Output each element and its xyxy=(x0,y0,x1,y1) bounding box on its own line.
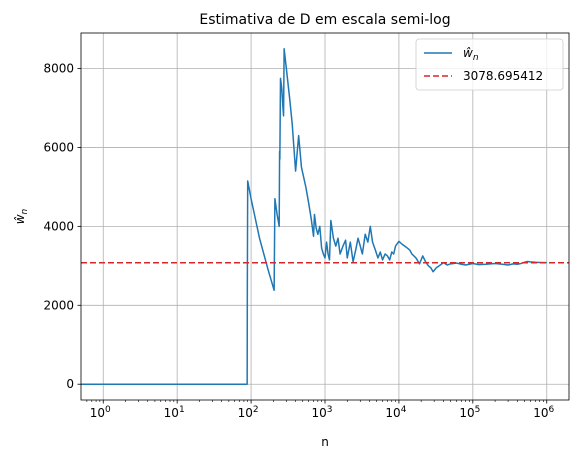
y-axis-label: ŵn xyxy=(13,208,30,224)
x-tick-base: 10 xyxy=(90,406,105,420)
chart-title: Estimativa de D em escala semi-log xyxy=(199,12,450,28)
legend-label: ŵn xyxy=(463,46,479,63)
legend-box xyxy=(415,38,564,91)
legend-label-sub: n xyxy=(473,53,479,63)
plot-series xyxy=(81,48,569,385)
x-tick-label: 104 xyxy=(385,405,406,420)
x-tick-label: 101 xyxy=(164,405,185,420)
x-tick-exp: 6 xyxy=(549,405,555,415)
x-tick-exp: 2 xyxy=(253,405,259,415)
legend-label-main: ŵ xyxy=(463,46,473,60)
legend-label-main: 3078.695412 xyxy=(463,69,543,83)
y-tick-label: 0 xyxy=(66,377,74,391)
x-tick-label: 103 xyxy=(311,405,332,420)
series-line-w-hat xyxy=(81,48,547,385)
x-tick-label: 102 xyxy=(238,405,259,420)
y-tick-label: 8000 xyxy=(43,62,74,76)
y-tick-label: 2000 xyxy=(43,298,74,312)
legend-label: 3078.695412 xyxy=(463,69,543,83)
x-tick-base: 10 xyxy=(311,406,326,420)
y-axis-label-main: ŵ xyxy=(13,214,27,224)
x-tick-exp: 3 xyxy=(327,405,333,415)
legend: ŵn 3078.695412 xyxy=(415,38,564,91)
x-tick-base: 10 xyxy=(459,406,474,420)
y-tick-label: 4000 xyxy=(43,219,74,233)
x-tick-exp: 4 xyxy=(401,405,407,415)
x-tick-base: 10 xyxy=(385,406,400,420)
y-tick-label: 6000 xyxy=(43,140,74,154)
x-tick-base: 10 xyxy=(238,406,253,420)
grid-lines xyxy=(81,33,569,400)
x-tick-base: 10 xyxy=(533,406,548,420)
x-tick-exp: 0 xyxy=(105,405,111,415)
x-tick-label: 100 xyxy=(90,405,111,420)
x-tick-base: 10 xyxy=(164,406,179,420)
x-tick-exp: 1 xyxy=(179,405,185,415)
x-tick-label: 106 xyxy=(533,405,554,420)
y-axis-label-sub: n xyxy=(20,208,30,214)
x-axis-label: n xyxy=(321,435,329,449)
x-tick-exp: 5 xyxy=(475,405,481,415)
x-tick-label: 105 xyxy=(459,405,480,420)
